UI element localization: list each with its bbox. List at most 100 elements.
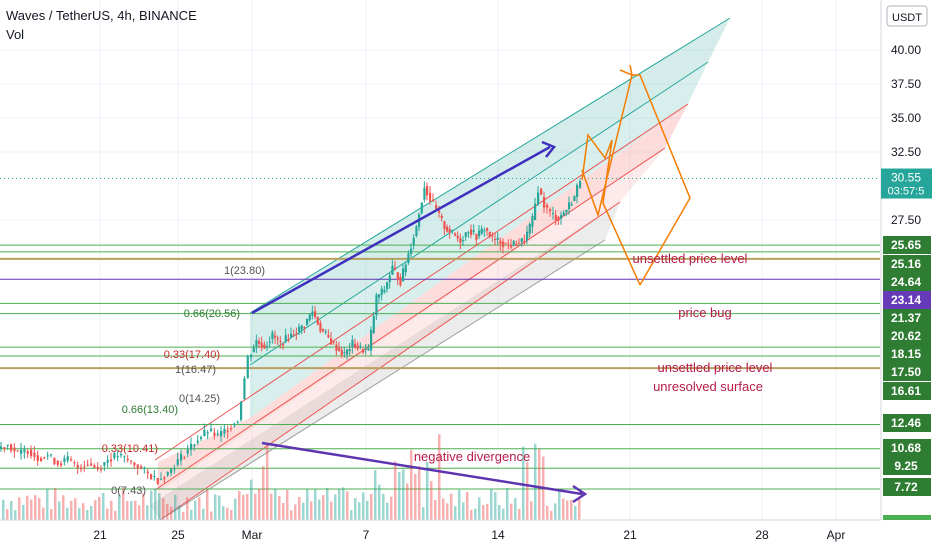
candle-body — [213, 432, 216, 436]
volume-bar — [222, 506, 225, 520]
annotation-label: unresolved surface — [653, 379, 763, 394]
candle-body — [499, 240, 502, 244]
volume-bar — [22, 504, 25, 520]
candle-body — [362, 349, 365, 353]
volume-bar — [174, 494, 177, 520]
candle-body — [324, 331, 327, 333]
candle-body — [271, 332, 274, 340]
level-tag-value: 25.16 — [891, 257, 921, 271]
candle-body — [290, 333, 293, 337]
candle-body — [255, 340, 258, 347]
candle-body — [103, 462, 106, 466]
volume-bar — [78, 508, 81, 520]
projection-arrow-head — [619, 64, 634, 77]
volume-bar — [274, 488, 277, 520]
candle-body — [423, 187, 426, 200]
candle-body — [488, 231, 491, 237]
candle-body — [230, 428, 233, 430]
time-axis: 21 25 Mar 7 14 21 28 Apr — [0, 519, 881, 542]
price-axis[interactable]: USDT 40.00 37.50 35.00 32.50 27.50 30.5503:57:… — [880, 0, 932, 550]
candle-body — [528, 223, 531, 234]
candle-body — [279, 341, 282, 343]
volume-bar — [382, 493, 385, 520]
volume-bar — [426, 461, 429, 520]
volume-bar — [334, 494, 337, 520]
volume-bar — [330, 501, 333, 520]
level-tag — [883, 382, 931, 400]
fib-label: 0.33(10.41) — [102, 443, 158, 455]
level-tag-value: 18.15 — [891, 347, 921, 361]
volume-bar — [298, 496, 301, 520]
candle-body — [475, 234, 478, 240]
candle-body — [243, 378, 246, 400]
candle-body — [467, 232, 470, 234]
candle-body — [210, 428, 213, 431]
candle-body — [346, 349, 349, 355]
uptrend-arrow-line — [251, 145, 551, 315]
candle-body — [36, 455, 39, 461]
volume-bar — [294, 504, 297, 520]
candle-body — [472, 230, 475, 232]
annotation-label: unsettled price level — [658, 360, 773, 375]
volume-bar — [450, 493, 453, 520]
volume-bar — [394, 461, 397, 520]
candle-body — [420, 202, 423, 214]
level-tag — [883, 439, 931, 457]
candle-body — [66, 456, 69, 461]
candle-body — [70, 459, 73, 461]
volume-bar — [378, 484, 381, 520]
candle-body — [380, 288, 383, 295]
candle-body — [391, 265, 394, 275]
candle-body — [510, 245, 513, 248]
volume-bar — [482, 505, 485, 520]
candle-body — [246, 355, 249, 379]
candle-body — [327, 335, 330, 338]
candle-body — [298, 326, 301, 332]
candle-body — [531, 215, 534, 227]
candle-body — [316, 317, 319, 325]
candle-body — [6, 444, 9, 446]
volume-bar — [110, 500, 113, 520]
volume-bar — [498, 505, 501, 520]
candle-body — [568, 202, 571, 210]
candle-body — [407, 253, 410, 264]
volume-bar — [342, 487, 345, 520]
level-tag — [883, 363, 931, 381]
volume-bar — [238, 490, 241, 520]
fib-label: 0.66(13.40) — [122, 404, 178, 416]
candle-body — [429, 192, 432, 202]
volume-bar — [258, 488, 261, 520]
volume-bar — [526, 462, 529, 520]
candle-body — [93, 465, 96, 468]
volume-bar — [546, 505, 549, 520]
volume-bar — [270, 493, 273, 520]
volume-bar — [198, 497, 201, 520]
volume-bar — [562, 498, 565, 520]
level-tag-value: 24.64 — [891, 275, 921, 289]
volume-bar — [138, 505, 141, 520]
candle-body — [554, 215, 557, 221]
candle-body — [110, 459, 113, 462]
fib-label: 0(7.43) — [111, 485, 146, 497]
volume-bar — [578, 497, 581, 520]
volume-bar — [46, 488, 49, 520]
fib-label: 1(23.80) — [224, 265, 265, 277]
volume-bar — [306, 489, 309, 520]
volume-bar — [402, 469, 405, 520]
divergence-arrow-line — [261, 441, 583, 496]
candle-body — [106, 459, 109, 463]
volume-bar — [290, 510, 293, 520]
candle-body — [86, 464, 89, 466]
volume-bar — [350, 510, 353, 520]
volume-bar — [502, 508, 505, 520]
volume-bar — [314, 489, 317, 520]
volume-bar — [194, 500, 197, 520]
time-tick: Apr — [827, 528, 846, 542]
volume-bar — [286, 489, 289, 520]
volume-bar — [242, 494, 245, 520]
volume-bar — [574, 505, 577, 520]
symbol-title: Waves / TetherUS, 4h, BINANCE — [6, 8, 197, 23]
fib-label: 0.33(17.40) — [164, 349, 220, 361]
volume-bar — [186, 497, 189, 520]
